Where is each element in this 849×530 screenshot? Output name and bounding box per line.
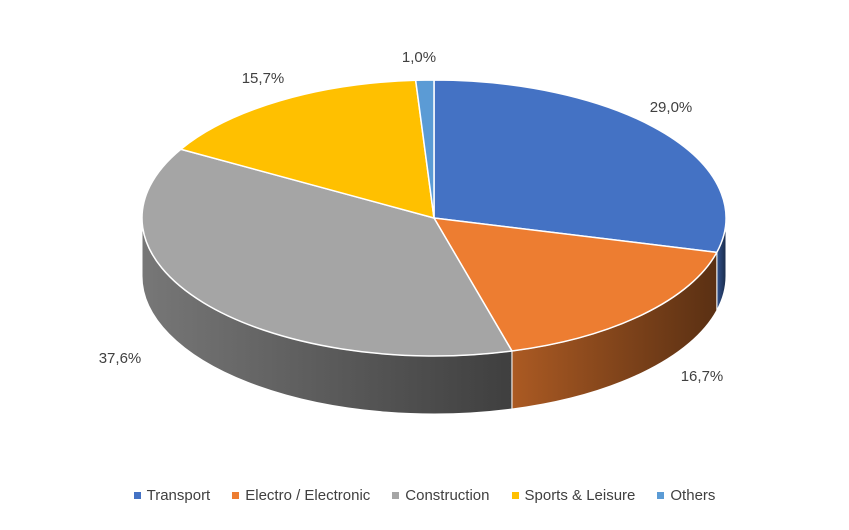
pie-slice-construction: [141, 148, 513, 357]
legend-item-construction: Construction: [392, 487, 490, 504]
legend-label: Transport: [146, 487, 211, 504]
legend-item-others: Others: [657, 487, 715, 504]
data-labels: 29,0% 16,7% 37,6% 15,7% 1,0%: [99, 49, 724, 385]
pie-slice-sports-leisure: [180, 79, 435, 219]
legend-swatch: [133, 492, 141, 499]
legend-label: Others: [670, 487, 716, 504]
data-label-electro-electronic: 16,7%: [681, 368, 724, 385]
data-label-transport: 29,0%: [650, 99, 693, 116]
data-label-sports-leisure: 15,7%: [242, 70, 285, 87]
pie-slice-others: [414, 79, 435, 219]
legend-label: Sports & Leisure: [524, 487, 636, 504]
legend-label: Construction: [405, 487, 490, 504]
pie-slice-electro-electronic: [433, 217, 718, 352]
pie-chart-plot: 29,0% 16,7% 37,6% 15,7% 1,0%: [99, 49, 727, 415]
pie-top-faces: [141, 79, 727, 357]
legend-swatch: [232, 492, 240, 499]
data-label-construction: 37,6%: [99, 350, 142, 367]
legend-label: Electro / Electronic: [245, 487, 371, 504]
data-label-others: 1,0%: [402, 49, 436, 66]
legend-item-sports-leisure: Sports & Leisure: [511, 487, 636, 504]
pie-slice-transport: [433, 79, 727, 254]
legend-item-transport: Transport: [133, 487, 211, 504]
legend-swatch: [392, 492, 400, 499]
legend: Transport Electro / Electronic Constructio…: [0, 487, 849, 504]
legend-swatch: [657, 492, 665, 499]
legend-item-electro-electronic: Electro / Electronic: [232, 487, 370, 504]
legend-swatch: [511, 492, 519, 499]
